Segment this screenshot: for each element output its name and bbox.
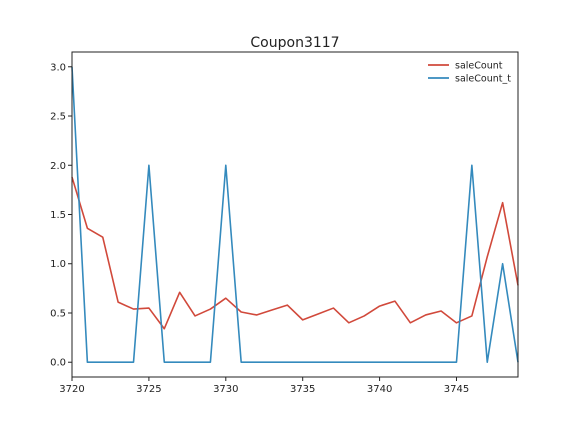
y-tick-label: 3.0 — [50, 62, 66, 73]
y-tick-label: 0.5 — [50, 308, 66, 319]
y-tick-label: 2.0 — [50, 161, 66, 172]
legend-label: saleCount — [455, 61, 503, 72]
plot-frame — [72, 52, 518, 377]
y-axis: 0.0 0.5 1.0 1.5 2.0 2.5 3.0 — [50, 62, 72, 368]
chart-title: Coupon3117 — [250, 35, 339, 51]
y-tick-label: 0.0 — [50, 358, 66, 369]
series-line-salecount — [72, 177, 518, 329]
legend-label: saleCount_t — [455, 74, 511, 85]
y-tick-label: 1.0 — [50, 259, 66, 270]
x-tick-label: 3725 — [136, 384, 161, 395]
x-tick-label: 3740 — [367, 384, 392, 395]
x-tick-label: 3735 — [290, 384, 315, 395]
legend: saleCount saleCount_t — [428, 61, 511, 85]
x-tick-label: 3730 — [213, 384, 238, 395]
x-axis: 3720 3725 3730 3735 3740 3745 — [59, 377, 469, 395]
x-tick-label: 3745 — [444, 384, 469, 395]
x-tick-label: 3720 — [59, 384, 84, 395]
y-tick-label: 1.5 — [50, 210, 66, 221]
y-tick-label: 2.5 — [50, 112, 66, 123]
plot-lines — [72, 67, 518, 362]
